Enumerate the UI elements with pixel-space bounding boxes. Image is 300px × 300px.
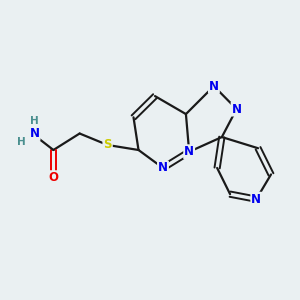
Text: O: O — [48, 171, 59, 184]
Text: N: N — [30, 127, 40, 140]
Text: N: N — [251, 193, 261, 206]
Text: N: N — [184, 145, 194, 158]
Text: H: H — [17, 137, 26, 147]
Text: N: N — [232, 103, 242, 116]
Text: N: N — [209, 80, 219, 93]
Text: S: S — [103, 139, 112, 152]
Text: N: N — [158, 161, 168, 175]
Text: H: H — [30, 116, 39, 126]
